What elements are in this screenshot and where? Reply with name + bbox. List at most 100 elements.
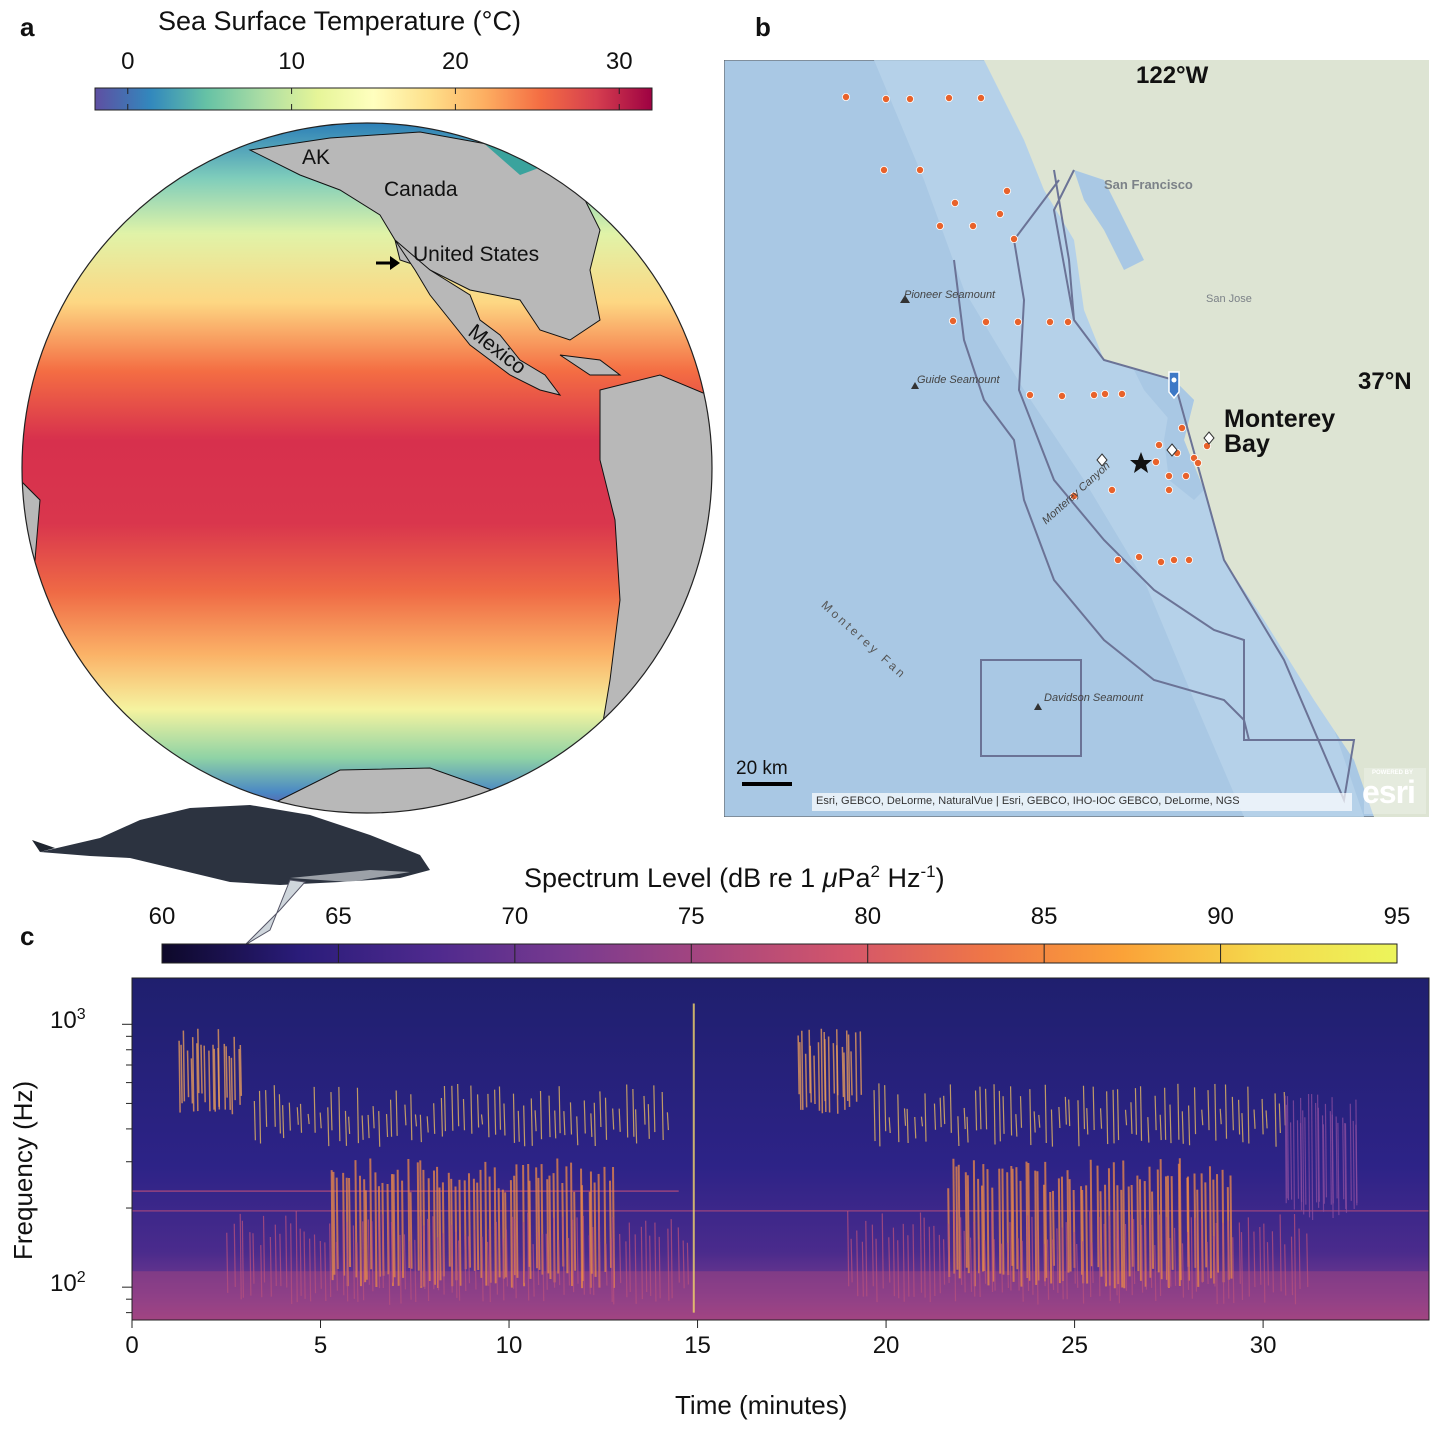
song-unit-low [964,1172,968,1268]
song-unit-broadband [912,1224,915,1297]
song-unit-mid [1106,1091,1109,1145]
sanctuary-boundary-north [1052,169,1075,321]
song-unit-end [1355,1099,1358,1204]
song-unit-broadband [486,1241,490,1286]
song-unit-broadband [1173,1227,1177,1286]
song-unit-mid [1134,1088,1138,1135]
song-unit-broadband [442,1233,445,1295]
song-unit-low [1156,1169,1160,1273]
song-unit-mid [993,1084,996,1145]
song-unit-end [1342,1117,1345,1200]
song-unit-broadband [640,1226,643,1300]
song-unit-mid [1038,1114,1041,1128]
time-tick-label: 5 [313,1332,328,1359]
sst-tick-label: 0 [121,48,135,75]
sample-station-dot [1107,485,1116,494]
song-unit-broadband [1238,1222,1241,1284]
song-unit-mid [278,1094,281,1134]
song-unit-mid [1015,1114,1018,1137]
song-unit-mid [512,1093,516,1143]
song-unit-mid [1147,1117,1150,1143]
song-unit-low [1216,1174,1220,1273]
song-unit-broadband [1056,1228,1059,1293]
song-unit-low [484,1161,488,1286]
song-unit-mid [1159,1114,1162,1141]
song-unit-broadband [658,1236,661,1299]
song-unit-broadband [1115,1211,1118,1296]
song-unit-high [799,1042,802,1110]
label-canada: Canada [384,178,458,201]
song-unit-mid [1224,1084,1228,1139]
song-unit-broadband [1065,1222,1068,1300]
song-unit-mid [1130,1102,1133,1134]
spectrum-tick-label: 75 [677,903,705,930]
song-unit-broadband [942,1239,946,1285]
sanctuary-boundary-outer [953,259,1250,741]
time-tick-label: 25 [1061,1332,1088,1359]
frequency-tick-label: 102 [50,1269,86,1298]
spectrum-tick-label: 95 [1383,903,1411,930]
song-unit-broadband [542,1233,545,1302]
mooring-diamond-1 [1096,453,1108,467]
song-unit-low [603,1166,607,1272]
spectrum-tick-label: 65 [325,903,352,930]
song-unit-broadband [1227,1220,1230,1299]
song-unit-mid [348,1116,351,1134]
song-unit-end [1296,1120,1300,1199]
song-unit-mid [914,1117,917,1139]
song-unit-mid [1253,1109,1256,1129]
whale-tail [32,840,55,852]
sample-station-dot [915,166,924,175]
song-unit-low [332,1171,336,1275]
song-unit-low [1027,1162,1031,1281]
song-unit-broadband [1017,1238,1020,1291]
song-unit-end [1302,1110,1305,1215]
song-unit-low [608,1180,612,1268]
song-unit-mid [590,1113,593,1137]
song-unit-mid [558,1086,561,1134]
song-unit-broadband [505,1229,509,1287]
sst-tick-label: 30 [605,48,633,75]
song-unit-broadband [474,1229,477,1290]
song-unit-broadband [686,1242,689,1285]
song-unit-broadband [346,1222,349,1302]
song-unit-broadband [667,1228,670,1301]
song-unit-broadband [847,1211,850,1287]
song-unit-high [847,1034,851,1107]
song-unit-high [233,1036,236,1101]
time-tick-label: 15 [684,1332,711,1359]
song-unit-broadband [953,1210,957,1302]
song-unit-broadband [1169,1237,1172,1287]
song-unit-low [1057,1178,1061,1284]
song-unit-broadband [919,1212,923,1293]
song-unit-low [386,1183,390,1275]
song-unit-broadband [1232,1237,1235,1304]
song-unit-broadband [502,1238,505,1301]
song-unit-broadband [309,1238,312,1302]
song-unit-low [1208,1166,1212,1279]
song-unit-broadband [983,1240,987,1284]
song-unit-broadband [335,1242,338,1291]
song-unit-broadband [1279,1214,1282,1292]
sample-station-dot [944,94,953,103]
song-unit-broadband [1021,1240,1024,1302]
song-unit-high [239,1044,243,1096]
song-unit-broadband [342,1211,345,1296]
song-unit-mid [548,1095,551,1138]
song-unit-broadband [558,1239,561,1286]
song-unit-broadband [1222,1222,1225,1304]
continental-shelf [874,60,1364,817]
song-unit-mid [1099,1108,1103,1129]
song-unit-mid [583,1100,586,1134]
song-unit-mid [1177,1083,1180,1140]
song-unit-broadband [1036,1230,1039,1305]
sample-station-dot [1013,317,1022,326]
song-unit-high [854,1032,858,1102]
song-unit-end [1284,1095,1287,1204]
song-unit-broadband [552,1217,556,1288]
song-unit-broadband [993,1239,996,1291]
song-unit-low [1127,1186,1131,1277]
spectrum-title-mu: μ [822,863,838,893]
song-unit-low [548,1175,552,1280]
song-unit-broadband [239,1213,242,1300]
